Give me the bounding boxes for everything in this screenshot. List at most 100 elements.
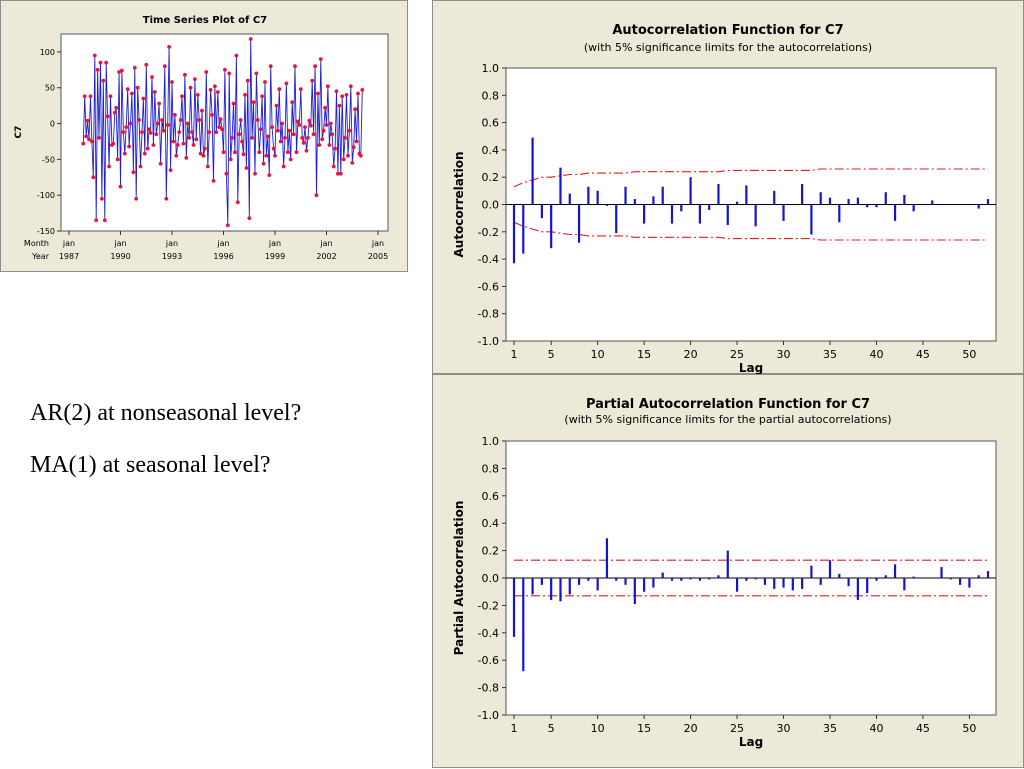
data-point [88,94,93,99]
data-point [303,125,307,129]
data-point [225,223,230,228]
data-point [150,75,154,79]
data-point [141,96,146,101]
data-point [341,157,346,162]
data-point [155,121,160,126]
data-point [118,184,123,189]
data-point [235,200,240,205]
data-point [145,146,150,151]
data-point [337,103,342,108]
data-point [173,113,177,117]
data-point [334,89,339,94]
y-tick-label: -0.4 [478,627,499,640]
data-point [84,134,89,139]
data-point [318,57,323,61]
x-tick-month: jan [319,239,332,248]
data-point [81,141,86,146]
data-point [101,78,106,83]
data-point [276,128,280,133]
y-tick-label: -0.6 [478,280,499,293]
x-tick-month: jan [62,239,75,248]
data-point [350,161,355,165]
data-point [137,118,142,122]
data-point [115,157,120,162]
x-tick-label: 45 [916,348,930,361]
data-point [207,130,212,135]
data-point [112,110,117,115]
x-tick-label: 10 [591,722,605,735]
x-axis-row-label: Month [24,239,49,248]
y-tick-label: -1.0 [478,709,499,722]
data-point [233,150,237,155]
chart-subtitle: (with 5% significance limits for the aut… [584,41,872,54]
x-tick-label: 35 [823,348,837,361]
data-point [311,132,316,137]
data-point [140,130,144,135]
y-tick-label: 1.0 [482,435,500,448]
pacf-chart: Partial Autocorrelation Function for C7(… [452,397,997,749]
data-point [224,171,229,176]
data-point [211,179,216,183]
data-point [314,193,319,198]
data-point [281,164,286,169]
data-point [324,123,329,127]
data-point [284,81,289,86]
data-point [220,127,225,132]
data-point [221,150,226,155]
y-tick-label: 50 [45,84,55,93]
x-tick-year: 1987 [59,252,79,261]
y-axis-label: Partial Autocorrelation [452,501,466,656]
data-point [286,150,290,155]
chart-subtitle: (with 5% significance limits for the par… [564,413,891,426]
data-point [254,71,259,76]
data-point [296,119,300,124]
y-tick-label: 0.6 [482,490,500,503]
data-point [358,153,363,158]
y-tick-label: 0.4 [482,144,500,157]
x-tick-month: jan [268,239,281,248]
x-tick-year: 2005 [368,252,388,261]
question-ar: AR(2) at nonseasonal level? [30,400,302,426]
y-tick-label: -0.8 [478,682,499,695]
data-point [183,72,187,77]
data-point [257,150,262,155]
data-point [288,157,293,162]
chart-title: Time Series Plot of C7 [143,15,267,26]
x-tick-month: jan [165,239,178,248]
data-point [213,84,217,89]
time-series-panel: Time Series Plot of C7 C7 100 50 0 -50 -100 -15… [0,0,408,272]
y-tick-label: -0.4 [478,253,499,266]
data-point [120,68,124,73]
y-tick-label: 0.6 [482,117,500,130]
data-point [142,151,147,156]
data-point [191,143,196,147]
data-point [130,91,134,96]
data-point [177,130,182,135]
x-tick-label: 15 [637,722,651,735]
data-point [95,67,100,72]
data-point [127,144,131,149]
x-tick-label: 35 [823,722,837,735]
data-point [313,64,317,69]
x-axis-row-label: Year [31,252,50,261]
x-axis-label: Lag [739,361,763,375]
data-point [121,130,126,135]
data-point [271,146,276,151]
x-tick-label: 15 [637,348,651,361]
x-tick-label: 40 [869,348,883,361]
data-point [208,88,213,92]
data-point [164,196,169,201]
data-point [333,146,337,151]
data-point [175,143,180,147]
data-point [185,121,190,126]
x-tick-label: 25 [730,722,744,735]
data-point [255,118,260,122]
data-point [152,90,157,94]
data-point [245,78,250,83]
x-tick-month: jan [371,239,384,248]
data-point [171,139,176,144]
data-point [280,121,285,126]
data-point [320,137,325,142]
data-point [97,136,101,140]
data-point [170,80,174,84]
